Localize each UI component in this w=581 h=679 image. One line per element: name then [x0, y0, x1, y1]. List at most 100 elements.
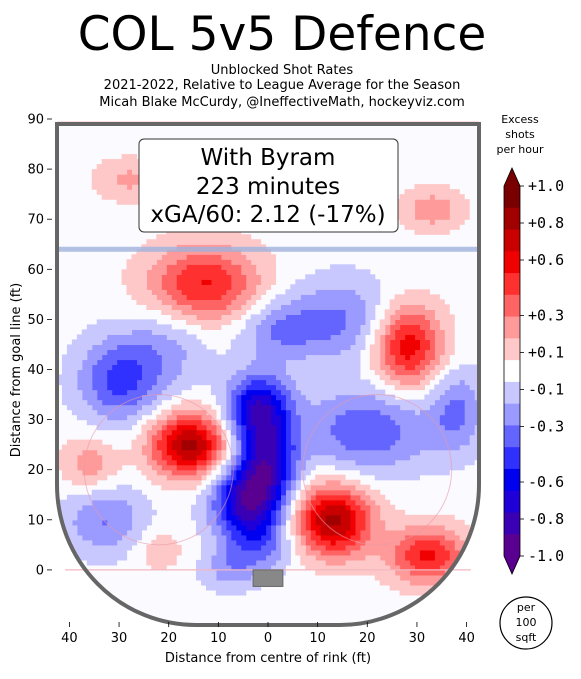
heatmap-cell [344, 309, 351, 315]
heatmap-cell [404, 559, 411, 566]
heatmap-cell [315, 269, 321, 275]
heatmap-cell [439, 394, 445, 401]
heatmap-cell [96, 329, 103, 336]
heatmap-cell [449, 544, 455, 551]
heatmap-cell [96, 414, 103, 421]
heatmap-cell [265, 394, 272, 401]
heatmap-cell [205, 459, 212, 466]
heatmap-cell [424, 399, 430, 406]
heatmap-cell [379, 444, 386, 451]
heatmap-cell [210, 539, 217, 546]
heatmap-cell [290, 529, 296, 536]
heatmap-cell [156, 394, 162, 401]
heatmap-cell [359, 389, 366, 396]
heatmap-cell [141, 404, 147, 411]
heatmap-cell [96, 324, 103, 331]
heatmap-cell [225, 364, 232, 371]
heatmap-cell [305, 314, 311, 320]
heatmap-cell [66, 459, 73, 466]
heatmap-cell [210, 254, 217, 260]
heatmap-cell [255, 364, 262, 371]
heatmap-cell [161, 534, 167, 541]
heatmap-cell [240, 399, 247, 406]
heatmap-cell [71, 504, 78, 511]
heatmap-cell [374, 509, 381, 516]
heatmap-cell [71, 374, 78, 381]
heatmap-cell [439, 349, 445, 356]
heatmap-cell [265, 514, 272, 521]
heatmap-cell [270, 429, 277, 436]
heatmap-cell [339, 429, 346, 436]
heatmap-cell [131, 444, 138, 451]
heatmap-cell [449, 444, 455, 451]
heatmap-cell [265, 324, 272, 331]
heatmap-cell [186, 309, 192, 315]
heatmap-cell [434, 189, 440, 195]
heatmap-cell [176, 269, 182, 275]
heatmap-cell [196, 574, 202, 581]
heatmap-cell [186, 409, 192, 416]
heatmap-cell [131, 164, 138, 170]
heatmap-cell [409, 194, 416, 200]
heatmap-cell [146, 379, 152, 386]
heatmap-cell [255, 344, 262, 351]
heatmap-cell [364, 404, 371, 411]
heatmap-cell [136, 369, 142, 376]
heatmap-cell [200, 444, 207, 451]
heatmap-cell [210, 289, 217, 295]
heatmap-cell [330, 384, 336, 391]
heatmap-cell [414, 474, 421, 481]
heatmap-cell [136, 459, 142, 466]
heatmap-cell [320, 519, 326, 526]
heatmap-cell [260, 279, 267, 285]
heatmap-cell [310, 314, 316, 320]
heatmap-cell [419, 554, 425, 561]
heatmap-cell [404, 369, 411, 376]
heatmap-cell [310, 489, 316, 496]
heatmap-cell [215, 284, 222, 290]
heatmap-cell [96, 494, 103, 501]
heatmap-cell [191, 404, 197, 411]
heatmap-cell [459, 369, 465, 376]
heatmap-cell [196, 254, 202, 260]
heatmap-cell [344, 374, 351, 381]
heatmap-cell [429, 349, 435, 356]
heatmap-cell [439, 584, 445, 591]
heatmap-cell [295, 404, 301, 411]
heatmap-cell [176, 379, 182, 386]
heatmap-cell [444, 389, 450, 396]
heatmap-cell [359, 504, 366, 511]
heatmap-cell [384, 394, 391, 401]
heatmap-cell [136, 294, 142, 300]
heatmap-cell [300, 454, 306, 461]
heatmap-cell [434, 199, 440, 205]
heatmap-cell [166, 544, 172, 551]
heatmap-cell [76, 524, 83, 531]
heatmap-cell [91, 454, 98, 461]
heatmap-cell [200, 364, 207, 371]
heatmap-cell [364, 429, 371, 436]
heatmap-cell [245, 359, 252, 366]
heatmap-cell [96, 499, 103, 506]
heatmap-cell [374, 474, 381, 481]
heatmap-cell [315, 359, 321, 366]
heatmap-cell [215, 474, 222, 481]
heatmap-cell [156, 249, 162, 255]
heatmap-cell [196, 444, 202, 451]
heatmap-cell [429, 304, 435, 310]
heatmap-cell [200, 499, 207, 506]
heatmap-cell [205, 279, 212, 285]
heatmap-cell [285, 514, 291, 521]
heatmap-cell [265, 529, 272, 536]
heatmap-cell [449, 589, 455, 596]
heatmap-cell [245, 524, 252, 531]
heatmap-cell [349, 274, 356, 280]
heatmap-cell [171, 419, 177, 426]
heatmap-cell [394, 299, 401, 305]
heatmap-cell [419, 544, 425, 551]
heatmap-cell [220, 484, 227, 491]
heatmap-cell [111, 339, 118, 346]
heatmap-cell [250, 369, 257, 376]
heatmap-cell [429, 359, 435, 366]
heatmap-cell [349, 394, 356, 401]
